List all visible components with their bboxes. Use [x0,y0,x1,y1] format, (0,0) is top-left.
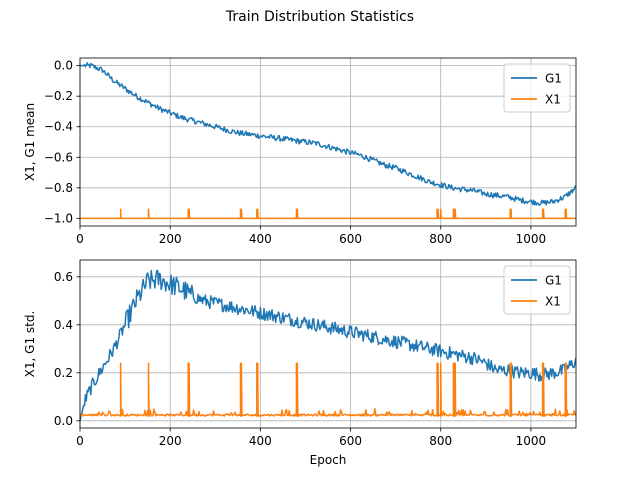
top-xtick-label-3: 600 [339,232,362,246]
top-legend: G1 X1 [503,63,571,113]
top-legend-label-g1: G1 [545,72,562,86]
top-ytick-label-4: −0.8 [44,181,73,195]
top-ylabel: X1, G1 mean [23,103,37,181]
bottom-panel: 0 200 400 600 800 1000 0.0 0.2 0.4 0.6 X1, G1 std.… [23,259,577,467]
top-plot-area [80,62,576,220]
top-ytick-label-2: −0.4 [44,120,73,134]
top-panel: 0 200 400 600 800 1000 0.0 −0.2 −0.4 −0.6 −0.8 −1.0… [23,57,577,246]
top-ytick-label-5: −1.0 [44,211,73,225]
bottom-legend: G1 X1 [503,265,571,315]
bottom-xlabel: Epoch [310,453,347,467]
top-xtick-label-5: 1000 [516,232,547,246]
bottom-ytick-label-0: 0.0 [54,414,73,428]
bottom-xtick-label-1: 200 [159,434,182,448]
bottom-ytick-label-1: 0.2 [54,366,73,380]
bottom-legend-box [503,265,571,315]
bottom-series-x1-line [80,362,576,417]
bottom-axes-frame [79,259,577,429]
top-xtick-label-4: 800 [429,232,452,246]
bottom-plot-area [80,269,576,421]
top-legend-label-x1: X1 [545,93,561,107]
top-series-x1-line [80,208,576,220]
top-legend-box [503,63,571,113]
top-ytick-label-0: 0.0 [54,59,73,73]
bottom-xtick-label-2: 400 [249,434,272,448]
top-axes-frame [79,57,577,227]
bottom-xtick-label-4: 800 [429,434,452,448]
bottom-series-g1-line [80,269,576,421]
top-xtick-label-1: 200 [159,232,182,246]
top-xtick-label-2: 400 [249,232,272,246]
bottom-legend-label-x1: X1 [545,295,561,309]
top-series-g1-line [80,62,576,206]
bottom-ytick-label-3: 0.6 [54,270,73,284]
bottom-xtick-label-0: 0 [76,434,84,448]
bottom-ylabel: X1, G1 std. [23,311,37,378]
bottom-ytick-label-2: 0.4 [54,318,73,332]
figure-title: Train Distribution Statistics [225,9,414,25]
bottom-legend-label-g1: G1 [545,274,562,288]
top-ytick-label-1: −0.2 [44,89,73,103]
bottom-xtick-label-3: 600 [339,434,362,448]
top-xtick-label-0: 0 [76,232,84,246]
top-ytick-label-3: −0.6 [44,150,73,164]
bottom-xtick-label-5: 1000 [516,434,547,448]
